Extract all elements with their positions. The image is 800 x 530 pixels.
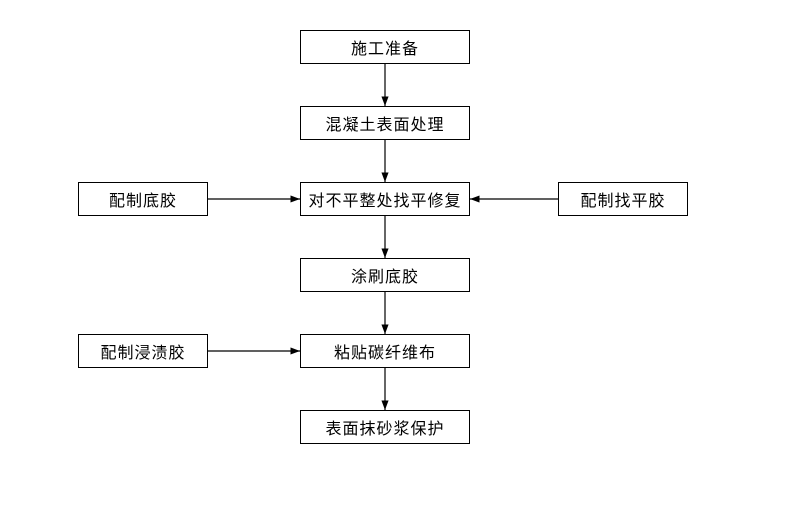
flow-node-prep: 施工准备 [300,30,470,64]
flow-node-carbon-fiber: 粘贴碳纤维布 [300,334,470,368]
flow-node-mix-impregnate: 配制浸渍胶 [78,334,208,368]
flow-node-primer: 涂刷底胶 [300,258,470,292]
flow-node-level-repair: 对不平整处找平修复 [300,182,470,216]
flow-node-mix-leveling: 配制找平胶 [558,182,688,216]
flow-node-mortar-protect: 表面抹砂浆保护 [300,410,470,444]
flow-node-surface: 混凝土表面处理 [300,106,470,140]
flow-node-mix-primer: 配制底胶 [78,182,208,216]
